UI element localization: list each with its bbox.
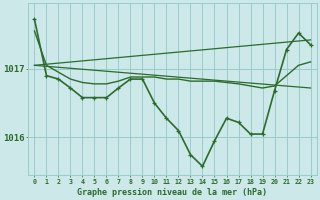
X-axis label: Graphe pression niveau de la mer (hPa): Graphe pression niveau de la mer (hPa) (77, 188, 268, 197)
